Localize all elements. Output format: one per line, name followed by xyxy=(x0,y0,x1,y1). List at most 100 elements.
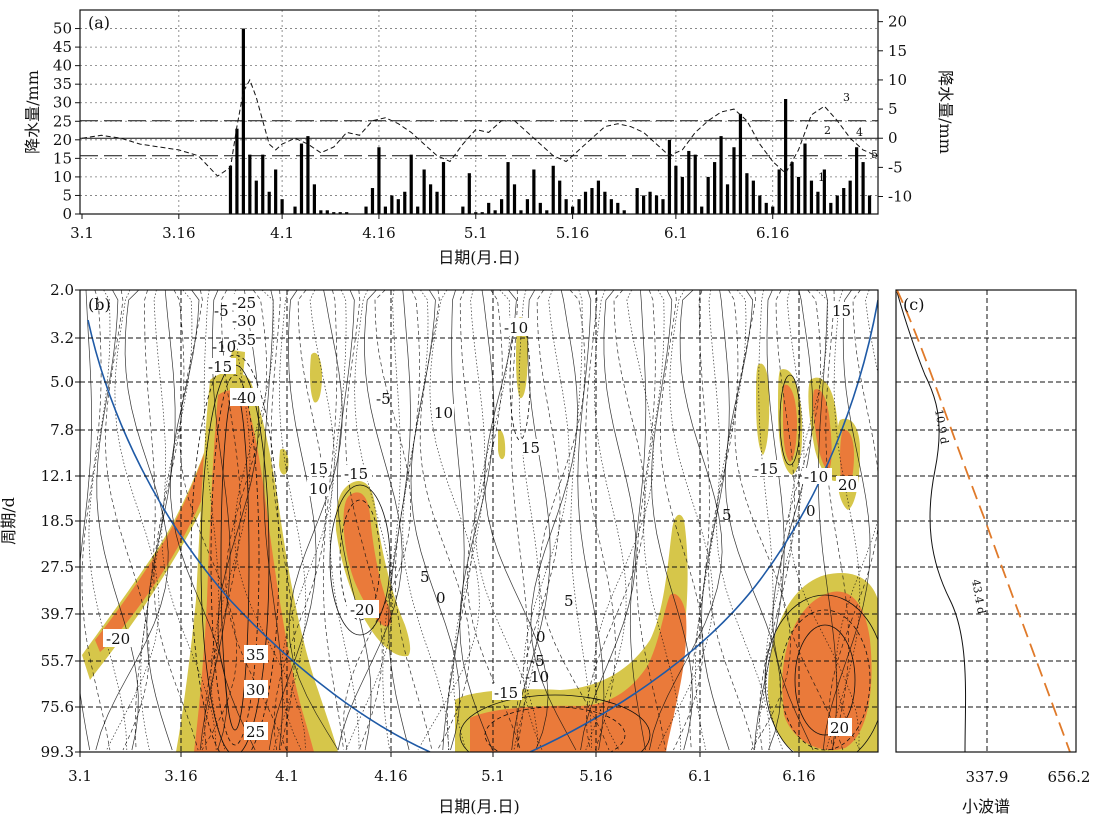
precip-bar xyxy=(687,150,691,214)
contour-line xyxy=(345,290,393,751)
precip-bar xyxy=(519,210,523,214)
y-tick-label: 2.0 xyxy=(50,281,74,299)
precip-bar xyxy=(835,195,839,214)
contour-line xyxy=(708,290,755,751)
panel-c: (c) 10.9 d 43.4 d 337.9 656.2 小波谱 xyxy=(895,289,1090,816)
region-416-inner xyxy=(343,492,392,627)
contour-line xyxy=(765,290,805,751)
precip-bar xyxy=(299,143,304,214)
region-upper-right-2-inner xyxy=(812,389,832,470)
precip-bar xyxy=(706,176,710,214)
precip-bar xyxy=(642,195,646,214)
precip-bar xyxy=(648,191,652,214)
contour-line xyxy=(343,290,411,751)
contour-line xyxy=(146,290,176,751)
panel-c-frame xyxy=(895,289,1077,753)
precip-bar xyxy=(661,199,665,214)
contour-line xyxy=(513,290,540,751)
x-tick-label: 6.1 xyxy=(688,767,712,785)
precip-bar xyxy=(764,202,768,214)
y-tick-label: 35 xyxy=(53,75,72,93)
y-tick-label: 25 xyxy=(53,112,72,130)
panel-b-grid xyxy=(80,290,878,752)
precip-bar xyxy=(564,199,568,214)
precip-bar xyxy=(771,206,775,214)
cone-of-influence-right xyxy=(529,299,878,752)
contour-line xyxy=(273,290,326,751)
contour-line xyxy=(516,290,561,751)
precip-bar xyxy=(274,169,278,214)
precip-bar xyxy=(532,169,536,214)
wavelet-spectrum-line xyxy=(896,291,967,752)
precip-bar xyxy=(499,199,504,214)
precip-bar xyxy=(822,169,826,214)
contour-line xyxy=(484,290,549,751)
y-tick-label: 10 xyxy=(53,168,72,186)
x-tick-label: 6.16 xyxy=(756,224,789,242)
x-tick-label: 3.16 xyxy=(164,767,197,785)
contour-line xyxy=(466,290,521,751)
y-tick-label: 5 xyxy=(62,186,72,204)
x-tick-label: 5.1 xyxy=(464,224,488,242)
region-small-yellow-a xyxy=(756,363,770,455)
contour-label: -20 xyxy=(350,601,374,619)
annotation-4: 4 xyxy=(856,126,863,139)
contour-label: 15 xyxy=(309,460,328,478)
precip-bar xyxy=(525,199,530,214)
contour-label: -5 xyxy=(376,390,391,408)
precip-bar xyxy=(700,206,704,214)
precip-bar xyxy=(416,206,420,214)
precip-bar xyxy=(803,143,807,214)
precip-bar xyxy=(745,173,749,214)
y-tick-label-right: 20 xyxy=(888,13,907,31)
peak-label-43-4d: 43.4 d xyxy=(969,578,988,615)
y-tick-label: 18.5 xyxy=(41,512,74,530)
precip-bar xyxy=(790,162,794,214)
contour-label: 10 xyxy=(309,480,328,498)
precip-bar xyxy=(713,162,717,214)
precip-bar xyxy=(719,136,723,214)
precip-bar xyxy=(758,195,762,214)
y-tick-label-right: -5 xyxy=(888,158,903,176)
precip-bar xyxy=(248,154,252,214)
contour-line xyxy=(659,290,704,751)
precip-bar xyxy=(325,210,329,214)
contour-label: -5 xyxy=(214,302,229,320)
panel-a-y-axis-label: 降水量/mm xyxy=(23,70,42,154)
contour-label: 5 xyxy=(420,568,430,586)
precip-bar xyxy=(396,199,400,214)
y-tick-label-right: 5 xyxy=(888,100,898,118)
contour-line xyxy=(585,290,616,751)
precip-bar xyxy=(383,206,387,214)
contour-line xyxy=(95,290,169,751)
precip-bar xyxy=(435,191,439,214)
cone-of-influence-left xyxy=(87,319,431,752)
contour-loop xyxy=(764,594,878,752)
contour-line xyxy=(394,290,433,751)
panel-c-label: (c) xyxy=(903,295,924,314)
contour-loop xyxy=(190,354,280,752)
annotation-2: 2 xyxy=(824,124,831,137)
precip-bar xyxy=(241,28,245,214)
precip-bar xyxy=(590,188,594,214)
y-tick-label: 0 xyxy=(62,205,72,223)
panel-b-y-axis-label: 周期/d xyxy=(0,497,18,545)
precip-bar xyxy=(506,162,510,214)
contour-line xyxy=(225,290,287,751)
precip-bar xyxy=(622,210,626,214)
precip-bar xyxy=(855,147,859,214)
contour-line xyxy=(754,290,774,751)
x-tick-label: 5.16 xyxy=(579,767,612,785)
precip-bar xyxy=(816,191,820,214)
contour-line xyxy=(88,290,128,751)
contour-line xyxy=(337,290,403,751)
region-upper-right-1-inner xyxy=(783,384,797,462)
x-tick-label: 3.1 xyxy=(68,767,92,785)
precip-bar xyxy=(487,202,491,214)
contour-label: -15 xyxy=(754,460,778,478)
contour-loop xyxy=(794,624,856,736)
contour-line xyxy=(419,290,471,751)
contour-loop xyxy=(329,484,391,636)
y-tick-label-right: 10 xyxy=(888,71,907,89)
